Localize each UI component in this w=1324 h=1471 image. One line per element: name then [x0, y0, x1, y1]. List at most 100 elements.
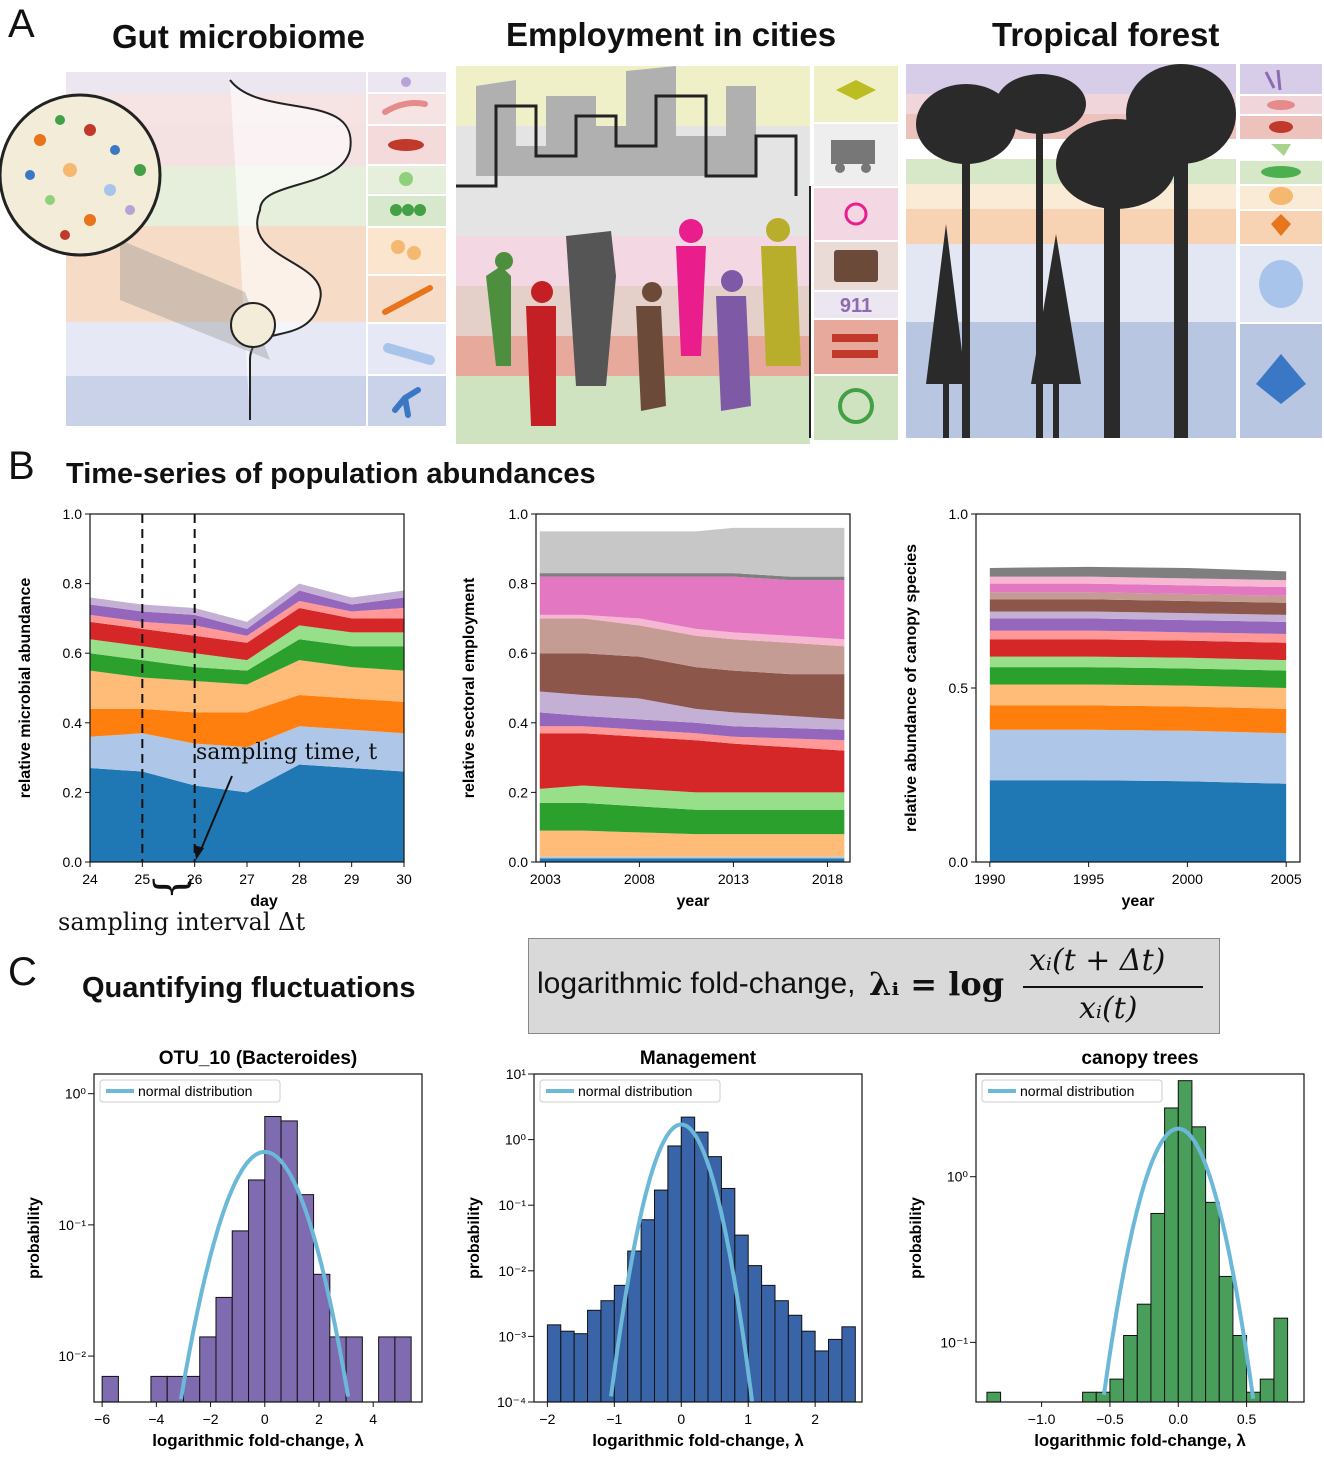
y-axis-label: relative microbial abundance: [17, 578, 34, 799]
y-tick-label: 10⁰: [65, 1086, 87, 1102]
y-tick-label: 10¹: [506, 1066, 527, 1082]
stack-layer-1: [539, 856, 845, 859]
plot-frame: [975, 1073, 1305, 1403]
stack-layer-11: [539, 614, 845, 647]
hist-bar: [986, 1391, 1002, 1403]
chart-microbial-abundance: 0.0 0.2 0.4 0.6 0.8 1.0 24 25 26 27 28 29 30 day relat…: [17, 506, 412, 910]
x-tick-label: 2: [315, 1411, 323, 1427]
y-tick-label: 0.0: [63, 854, 83, 870]
hist-bar: [1150, 1212, 1166, 1403]
stack-layer-12: [989, 583, 1287, 596]
x-tick-label: −4: [148, 1411, 164, 1427]
stack-layer-11: [989, 592, 1287, 603]
stack-layer-4: [539, 785, 845, 810]
histogram-title: OTU_10 (Bacteroides): [159, 1048, 358, 1069]
stack-layer-6: [539, 726, 845, 751]
hist-bar: [761, 1284, 776, 1403]
sampling-arrow-head: [194, 845, 204, 860]
hist-bar: [680, 1116, 696, 1403]
x-tick-label: 25: [135, 871, 151, 887]
annotation-sampling-interval: sampling interval Δt: [58, 908, 306, 936]
hist-management: 10¹ 10⁰ 10⁻¹ 10⁻² 10⁻³ 10⁻⁴ −2 −1 0 1 2 Management l…: [466, 1048, 863, 1450]
stack-layer-1: [989, 729, 1287, 784]
formula-box: logarithmic fold-change, λᵢ = log xᵢ(t +…: [528, 938, 1220, 1034]
x-tick-label: 2003: [530, 871, 561, 887]
stack-layer-4: [90, 639, 404, 685]
normal-distribution-curve: [1101, 1126, 1256, 1399]
x-axis-label: logarithmic fold-change, λ: [1034, 1431, 1246, 1450]
x-tick-label: 28: [292, 871, 308, 887]
y-tick-label: 1.0: [63, 506, 83, 522]
sampling-interval-brace: }: [149, 873, 199, 901]
stack-layer-7: [989, 630, 1287, 643]
y-tick-label: 10⁻¹: [940, 1334, 968, 1350]
hist-bar: [150, 1375, 168, 1403]
normal-distribution-curve: [609, 1122, 755, 1402]
y-tick-label: 0.4: [63, 715, 83, 731]
hist-bar: [587, 1309, 602, 1403]
stack-layer-14: [989, 566, 1287, 581]
stack-layer-0: [989, 780, 1287, 862]
x-tick-label: −1: [606, 1411, 622, 1427]
hist-bar: [378, 1336, 396, 1403]
x-tick-label: 24: [82, 871, 98, 887]
plot-frame: [93, 1073, 423, 1403]
panel-a-title-forest: Tropical forest: [992, 16, 1220, 53]
hist-bar: [231, 1230, 250, 1403]
y-tick-label: 1.0: [949, 506, 969, 522]
x-tick-label: 27: [239, 871, 255, 887]
stack-layer-5: [989, 656, 1287, 671]
formula-lhs: λᵢ = log: [869, 965, 1005, 1003]
x-tick-label: 2008: [624, 871, 655, 887]
y-tick-label: 0.5: [949, 680, 969, 696]
hist-bar: [1191, 1126, 1207, 1403]
hist-bar: [694, 1131, 709, 1403]
stack-layer-7: [90, 601, 404, 643]
hist-bar: [199, 1336, 217, 1403]
panel-letter-b: B: [8, 444, 35, 488]
hist-bar: [394, 1336, 412, 1403]
x-tick-label: 2018: [812, 871, 843, 887]
legend-label: normal distribution: [1020, 1083, 1134, 1099]
x-tick-label: 30: [396, 871, 412, 887]
x-axis-label: year: [677, 893, 710, 910]
plot-frame: [535, 513, 851, 863]
formula-fraction-bar: [1023, 986, 1203, 988]
stack-layer-10: [539, 618, 845, 675]
legend-label: normal distribution: [138, 1083, 252, 1099]
stack-layer-8: [539, 691, 845, 730]
stack-layer-9: [90, 583, 404, 629]
panel-c-title: Quantifying fluctuations: [82, 972, 416, 1004]
x-tick-label: 0.0: [1169, 1411, 1189, 1427]
formula-text: logarithmic fold-change,: [537, 967, 856, 1000]
x-tick-label: −2: [539, 1411, 555, 1427]
stack-layer-2: [90, 694, 404, 748]
tree-silhouettes: [916, 64, 1236, 438]
hist-bar: [774, 1300, 789, 1403]
hist-bar: [1218, 1275, 1234, 1403]
hist-bar: [1164, 1107, 1179, 1403]
histogram-title: Management: [640, 1048, 757, 1069]
y-tick-label: 10⁻²: [498, 1263, 526, 1279]
stack-layer-12: [539, 576, 845, 640]
stack-layer-13: [539, 573, 845, 581]
hist-bar: [653, 1189, 669, 1403]
x-tick-label: 26: [187, 871, 203, 887]
x-tick-label: −6: [94, 1411, 110, 1427]
stack-layer-2: [539, 830, 845, 857]
hist-bar: [801, 1330, 816, 1403]
y-tick-label: 0.8: [63, 576, 83, 592]
stack-layer-7: [539, 712, 845, 741]
legend-label: normal distribution: [578, 1083, 692, 1099]
x-tick-label: 4: [369, 1411, 377, 1427]
x-tick-label: −1.0: [1028, 1411, 1056, 1427]
hist-bar: [640, 1219, 655, 1403]
y-tick-label: 0.6: [63, 645, 83, 661]
y-tick-label: 0.0: [949, 854, 969, 870]
hist-bar: [667, 1145, 682, 1403]
legend-box: [539, 1079, 721, 1103]
y-tick-label: 10⁻⁴: [497, 1394, 526, 1410]
gut-microbiome-illustration: [0, 72, 446, 426]
x-axis-label: year: [1122, 893, 1155, 910]
hist-bar: [546, 1324, 562, 1403]
